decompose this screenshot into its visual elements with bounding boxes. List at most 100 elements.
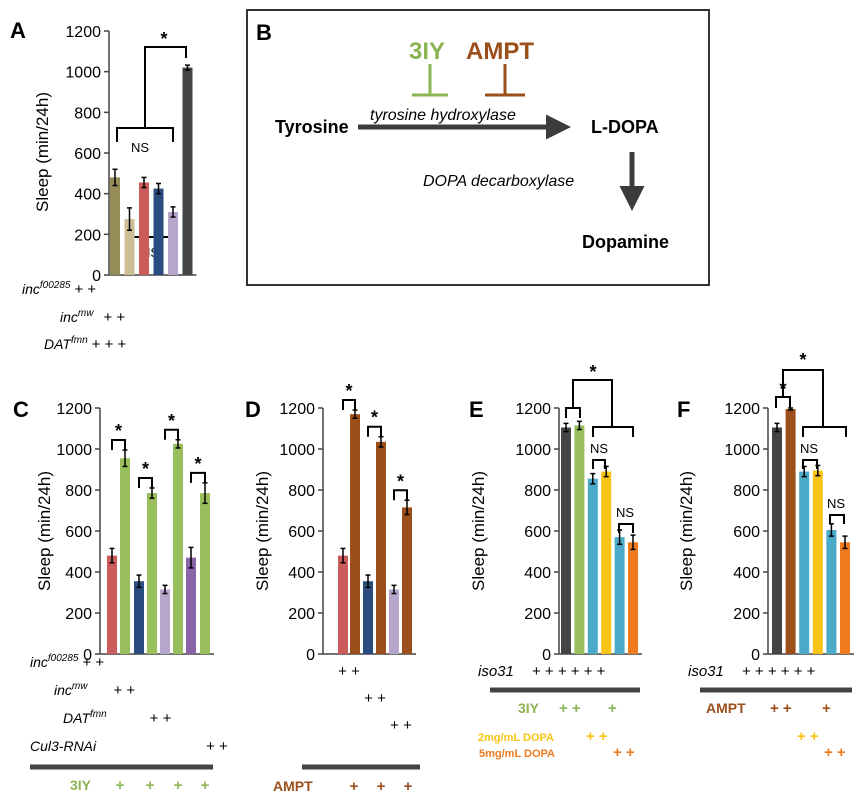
panel-c-bar <box>120 458 130 654</box>
panel-b: B 3IY AMPT tyrosine hydroxylase Tyrosine… <box>246 9 710 286</box>
panel-a-bar <box>139 182 149 275</box>
panel-a-bar <box>153 188 164 275</box>
panel-a-bar <box>168 211 178 275</box>
panel-a-star: * <box>160 29 167 49</box>
panel-d-geno-mark: + + <box>364 690 386 707</box>
panel-e-ns-bracket-2 <box>618 523 634 533</box>
panel-b-frame <box>246 9 710 286</box>
panel-e-y-tick-label: 1000 <box>515 442 551 459</box>
panel-c-drug-marks: + + + + <box>116 777 210 794</box>
panel-e-y-tick-label: 0 <box>542 647 551 664</box>
panel-c-geno-row-2: incmw + + <box>54 681 135 699</box>
panel-e-drug-marks-1: + + <box>559 700 581 717</box>
panel-c-y-tick-label: 1200 <box>56 401 92 418</box>
panel-c-bar <box>134 581 144 654</box>
panel-f-bar <box>772 427 782 654</box>
panel-c-letter: C <box>13 397 29 422</box>
panel-c-geno-row-4: Cul3-RNAi + + <box>30 738 228 755</box>
panel-d-chart: 0 200 400 600 800 1000 1200 * * * <box>279 381 416 664</box>
panel-c-ylabel: Sleep (min/24h) <box>35 471 54 591</box>
panel-c-star-bracket <box>138 476 153 488</box>
panel-d-y-tick-label: 400 <box>288 565 315 582</box>
panel-c-star: * <box>168 411 175 431</box>
panel-c-star: * <box>115 421 122 441</box>
panel-d-y-tick-label: 0 <box>306 647 315 664</box>
panel-a-y-tick-label: 200 <box>74 227 101 244</box>
panel-d-ylabel: Sleep (min/24h) <box>253 471 272 591</box>
panel-d-bar <box>350 414 360 654</box>
panel-e-dopa-high-marks: + + <box>613 744 635 761</box>
panel-f-star-large: * <box>799 350 806 370</box>
panel-b-ldopa: L-DOPA <box>591 117 659 137</box>
panel-f: F Sleep (min/24h) * * NS NS iso31 + + + … <box>677 350 852 761</box>
panel-e-bar <box>601 471 612 654</box>
panel-c-bar <box>200 493 210 654</box>
panel-f-bracket-right <box>802 426 847 437</box>
panel-e-y-tick-label: 400 <box>524 565 551 582</box>
panel-a-bar <box>110 177 120 275</box>
panel-c-y-tick-label: 200 <box>65 606 92 623</box>
panel-f-strain-marks: + + + + + + <box>742 663 816 680</box>
panel-f-ns-bracket-1 <box>802 459 818 469</box>
panel-d-bar <box>376 441 386 654</box>
panel-f-dopa-low-marks: + + <box>797 728 819 745</box>
panel-e-drug-label: 3IY <box>518 700 540 716</box>
panel-c-bar <box>107 555 117 654</box>
panel-f-letter: F <box>677 397 690 422</box>
panel-e-significance: * NS NS <box>565 362 634 533</box>
panel-a-geno-row-2: incmw + + <box>60 308 125 326</box>
panel-d-geno-mark: + + <box>338 663 360 680</box>
panel-f-significance: * * NS NS <box>775 350 847 524</box>
panel-d-bar <box>363 581 373 654</box>
panel-c-drug-mark: + <box>174 777 183 794</box>
panel-a-star-bracket <box>144 46 187 128</box>
panel-e-ylabel: Sleep (min/24h) <box>469 471 488 591</box>
panel-c-chart: 0 200 400 600 800 1000 1200 * * * * <box>56 401 214 664</box>
chart-marks: 0 200 400 600 800 1000 1200 0 200 400 600 800 1000 12… <box>56 24 854 664</box>
panel-d-star-bracket <box>342 399 356 411</box>
panel-e-bracket-left <box>565 407 581 418</box>
panel-a-y-tick-label: 1000 <box>65 65 101 82</box>
panel-c-genotype-table: incf00285 + + incmw + + DATfmn + + Cul3-RNA… <box>30 653 228 755</box>
panel-a-y-tick-label: 600 <box>74 146 101 163</box>
panel-d-star-bracket <box>393 489 408 501</box>
panel-f-y-tick-label: 400 <box>733 565 760 582</box>
panel-c-drug-mark: + <box>146 777 155 794</box>
panel-a-ns-label-upper: NS <box>131 140 149 155</box>
panel-c-drug-mark: + <box>116 777 125 794</box>
panel-b-enzyme-2: DOPA decarboxylase <box>423 173 574 190</box>
panel-f-bar <box>785 409 796 654</box>
panel-a-y-tick-label: 0 <box>92 268 101 285</box>
panel-a-y-tick-label: 400 <box>74 187 101 204</box>
panel-d-star: * <box>345 381 352 401</box>
panel-c-y-tick-label: 400 <box>65 565 92 582</box>
panel-d-geno-mark: + + <box>390 717 412 734</box>
panel-f-bar <box>799 471 810 654</box>
panel-a-geno-row-3: DATfmn + + + <box>44 335 126 353</box>
panel-f-ylabel: Sleep (min/24h) <box>677 471 696 591</box>
panel-c-geno-row-3: DATfmn + + <box>63 709 172 727</box>
panel-e-letter: E <box>469 397 484 422</box>
panel-a: A Sleep (min/24h) NS * NS incf00285 + + i… <box>10 18 187 353</box>
panel-d-y-tick-label: 1200 <box>279 401 315 418</box>
panel-e-star: * <box>589 362 596 382</box>
panel-f-bar <box>840 542 850 654</box>
panel-e-dopa-low-label: 2mg/mL DOPA <box>478 732 554 744</box>
panel-c-drug-mark: + <box>201 777 210 794</box>
panel-e: E Sleep (min/24h) * NS NS iso31 + + + + … <box>469 362 640 761</box>
panel-b-3iy-label: 3IY <box>409 38 445 65</box>
panel-f-bar <box>826 529 837 654</box>
panel-c-bar <box>186 557 196 654</box>
panel-f-ns-bracket-2 <box>829 514 845 524</box>
panel-f-ns-label-2: NS <box>827 496 845 511</box>
panel-d-y-tick-label: 800 <box>288 483 315 500</box>
panel-c-drug-label: 3IY <box>70 777 92 793</box>
panel-f-chart: 0 200 400 600 800 1000 1200 <box>724 401 854 664</box>
panel-d-star: * <box>371 408 378 428</box>
panel-e-dopa-low-marks: + + <box>586 728 608 745</box>
panel-c-bar <box>173 443 183 654</box>
panel-e-y-tick-label: 800 <box>524 483 551 500</box>
panel-f-y-tick-label: 600 <box>733 524 760 541</box>
panel-e-strain-label: iso31 <box>478 663 514 680</box>
